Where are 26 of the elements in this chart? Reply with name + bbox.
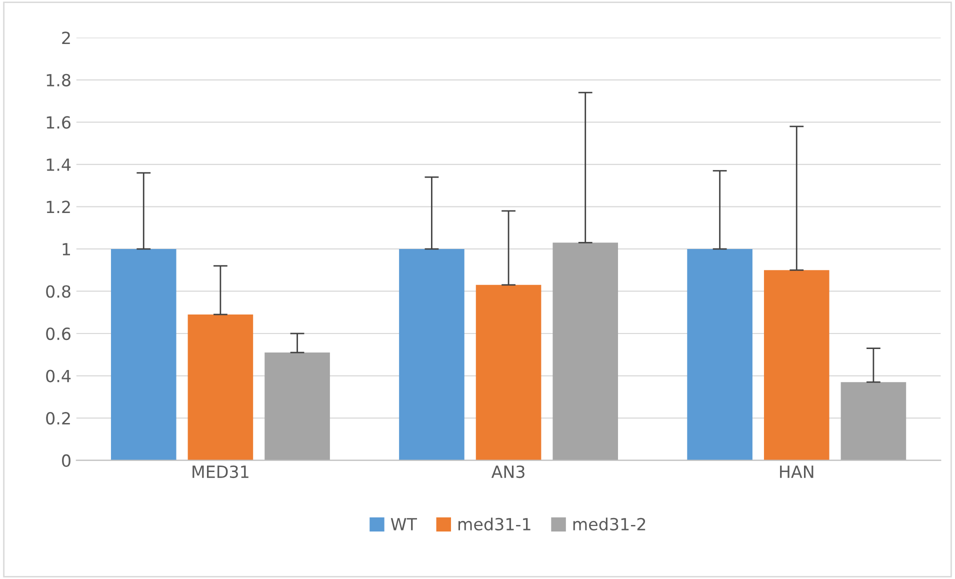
bar (110, 248, 176, 460)
y-tick-label: 1.2 (46, 200, 70, 214)
legend-label: med31-1 (458, 518, 530, 530)
bar (264, 352, 330, 460)
y-tick-label: 0.8 (46, 285, 70, 298)
bar (687, 248, 752, 460)
bar (399, 248, 464, 460)
x-tick-label: HAN (780, 466, 814, 478)
bar (188, 314, 254, 460)
y-tick-label: 0.4 (46, 370, 71, 382)
legend-label: WT (390, 518, 418, 530)
x-tick-label: AN3 (491, 465, 524, 478)
y-tick-label: 1.8 (46, 74, 70, 86)
bar (552, 242, 618, 460)
y-tick-label: 1 (62, 243, 70, 256)
y-tick-label: 0.6 (46, 327, 70, 340)
legend-label: med31-2 (573, 518, 646, 530)
y-tick-label: 1.4 (46, 158, 71, 171)
bar (764, 270, 830, 460)
y-tick-label: 2 (62, 32, 70, 44)
bar (840, 382, 906, 460)
bar (476, 284, 542, 460)
y-tick-label: 0.2 (46, 412, 70, 425)
x-tick-label: MED31 (192, 465, 248, 478)
y-tick-label: 0 (62, 454, 70, 467)
y-tick-label: 1.6 (46, 116, 70, 129)
